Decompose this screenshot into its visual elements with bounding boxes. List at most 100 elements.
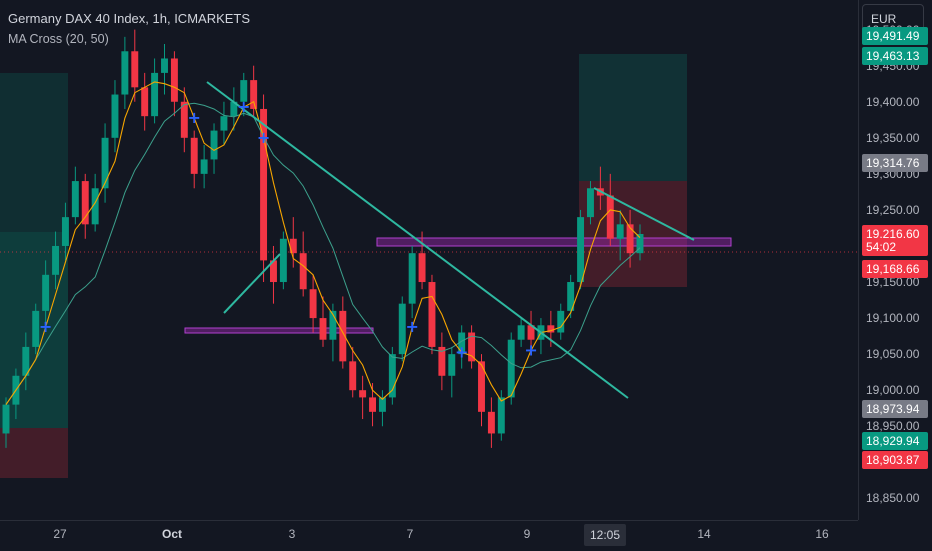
candle-body <box>141 87 149 117</box>
price-tick-label: 19,150.00 <box>866 275 920 290</box>
candle-body <box>22 346 30 376</box>
time-tick-label: 16 <box>815 527 829 541</box>
chart-legend: Germany DAX 40 Index, 1h, ICMARKETS MA C… <box>8 9 250 49</box>
descending-trendline-main[interactable] <box>206 81 629 399</box>
candle-body <box>398 303 406 355</box>
price-tag: 19,314.76 <box>862 154 928 173</box>
candle-body <box>111 94 119 138</box>
candle-body <box>349 361 357 391</box>
candle-body <box>616 224 624 239</box>
time-tick-label: 9 <box>523 527 531 541</box>
time-axis[interactable] <box>0 520 858 551</box>
price-tag: 18,903.87 <box>862 450 928 469</box>
price-tag: 19,463.13 <box>862 47 928 66</box>
candle-body <box>279 238 287 283</box>
candle-body <box>329 310 337 340</box>
candle-body <box>567 282 575 311</box>
candle-body <box>190 137 198 174</box>
ma-slow-line <box>5 102 641 405</box>
ma-cross-marker: + <box>524 341 537 360</box>
candle-body <box>458 332 466 355</box>
candle-body <box>121 51 129 95</box>
candle-body <box>81 181 89 225</box>
price-tag: 54:02 <box>862 238 928 257</box>
price-tick-label: 19,250.00 <box>866 202 920 217</box>
candle-body <box>71 181 79 218</box>
candle-body <box>230 101 238 117</box>
candle-body <box>131 51 139 88</box>
ma-cross-marker: + <box>188 108 201 127</box>
candle-body <box>478 361 485 412</box>
long-position-stop-zone[interactable] <box>0 428 68 478</box>
candle-body <box>507 339 515 398</box>
candle-body <box>210 130 218 160</box>
cursor-time-label: 12:05 <box>583 524 627 546</box>
candle-body <box>438 346 446 376</box>
price-tag: 18,929.94 <box>862 431 928 450</box>
time-tick-label: 27 <box>53 527 67 541</box>
candle-body <box>339 310 347 362</box>
candle-body <box>289 238 297 254</box>
candle-body <box>319 318 327 340</box>
candle-body <box>161 58 168 73</box>
price-tick-label: 19,000.00 <box>866 383 920 398</box>
candle-body <box>636 234 644 254</box>
price-tick-label: 19,050.00 <box>866 347 920 362</box>
price-axis[interactable] <box>858 0 932 520</box>
time-tick-label: 14 <box>697 527 711 541</box>
price-tag: 19,168.66 <box>862 259 928 278</box>
candle-body <box>606 195 614 239</box>
ma-cross-marker: + <box>237 97 250 116</box>
candle-body <box>388 354 396 398</box>
chart-canvas[interactable]: + + + + + + + <box>0 0 858 520</box>
candle-body <box>240 80 248 102</box>
descending-trendline-recent[interactable] <box>593 187 695 241</box>
ma-cross-marker: + <box>405 317 418 336</box>
resistance-zone[interactable] <box>376 237 732 247</box>
candle-body <box>200 159 208 174</box>
price-tick-label: 19,350.00 <box>866 130 920 145</box>
price-tick-label: 18,850.00 <box>866 491 920 506</box>
price-chart-pane[interactable]: + + + + + + + Germany DAX 40 Index, 1h, ICMARK… <box>0 0 858 520</box>
short-trendline[interactable] <box>223 253 281 314</box>
symbol-title[interactable]: Germany DAX 40 Index, 1h, ICMARKETS <box>8 11 251 26</box>
candle-body <box>626 224 634 254</box>
candle-body <box>270 260 277 283</box>
candle-body <box>587 188 594 218</box>
candle-body <box>369 397 376 412</box>
ma-cross-markers: + + + + + + + <box>39 97 538 361</box>
candle-body <box>42 274 50 311</box>
candle-body <box>448 354 456 376</box>
ma-cross-marker: + <box>257 128 270 147</box>
candle-body <box>468 332 476 362</box>
candle-body <box>299 253 307 290</box>
ma-cross-marker: + <box>455 342 468 361</box>
candle-body <box>418 253 426 283</box>
support-zone[interactable] <box>184 327 374 334</box>
candle-body <box>170 58 178 102</box>
candle-body <box>359 390 367 398</box>
candle-body <box>497 397 505 434</box>
price-tick-label: 19,400.00 <box>866 94 920 109</box>
price-tick-label: 18,950.00 <box>866 419 920 434</box>
candle-body <box>527 325 535 340</box>
time-tick-label: Oct <box>161 527 183 541</box>
price-tag: 19,491.49 <box>862 26 928 45</box>
candle-body <box>428 282 436 347</box>
candle-body <box>557 310 565 333</box>
candle-body <box>250 80 258 109</box>
price-tag: 18,973.94 <box>862 399 928 418</box>
candle-body <box>547 325 555 333</box>
candle-body <box>517 325 525 340</box>
time-tick-label: 7 <box>406 527 414 541</box>
candle-body <box>260 108 268 261</box>
candle-body <box>32 310 40 347</box>
candle-body <box>309 289 317 319</box>
candle-body <box>151 72 159 117</box>
candle-body <box>61 217 69 246</box>
indicator-label[interactable]: MA Cross (20, 50) <box>8 32 109 46</box>
candle-body <box>577 217 585 283</box>
candle-body <box>91 188 99 225</box>
candle-body <box>408 253 416 304</box>
position-profit-zone[interactable] <box>579 54 687 181</box>
